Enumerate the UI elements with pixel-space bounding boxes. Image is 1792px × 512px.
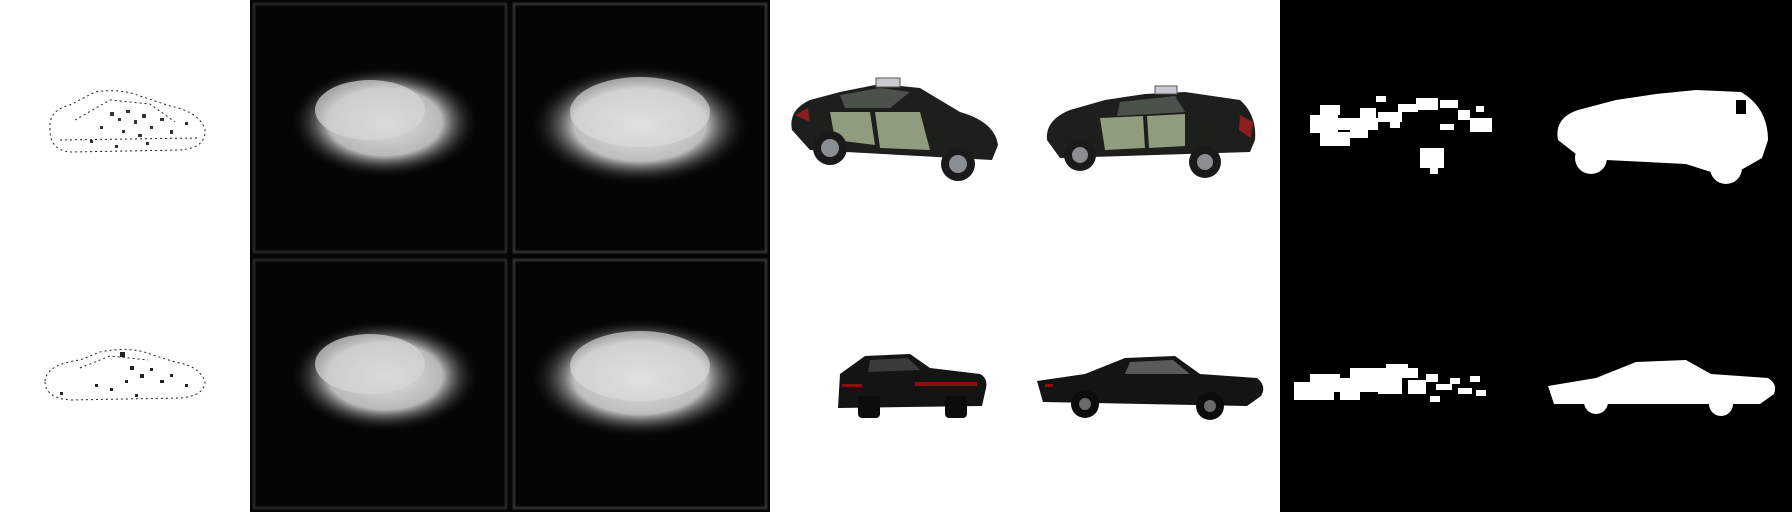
sparse-silhouette-icon: [44, 348, 206, 401]
heatmap-icon: [512, 2, 768, 254]
predicted-mask-row1: [1280, 0, 1536, 256]
ground-truth-mask-row1: [1536, 0, 1792, 256]
sparse-points-row1: [0, 0, 250, 256]
heatmap-icon: [252, 2, 508, 254]
sparse-points-row2: [0, 256, 250, 512]
wagon-icon: [791, 77, 998, 181]
mask-block: [1280, 0, 1792, 512]
heatmap-row1-b: [510, 0, 770, 256]
heatmap-icon: [252, 258, 508, 510]
render-row1-b: [1025, 0, 1280, 256]
wagon-icon: [1046, 85, 1256, 178]
ground-truth-mask-row2: [1536, 256, 1792, 512]
heatmap-row1-a: [250, 0, 510, 256]
render-row2-a: [770, 256, 1025, 512]
mask-icon: [1557, 90, 1768, 184]
heatmap-icon: [512, 258, 768, 510]
render-row1-a: [770, 0, 1025, 256]
mask-icon: [1294, 364, 1486, 402]
mask-icon: [1548, 360, 1776, 416]
heatmap-row2-a: [250, 256, 510, 512]
render-row2-b: [1025, 256, 1280, 512]
mask-icon: [1310, 96, 1492, 174]
predicted-mask-row2: [1280, 256, 1536, 512]
muscle-car-icon: [1037, 356, 1264, 420]
heatmap-row2-b: [510, 256, 770, 512]
muscle-car-icon: [838, 354, 987, 418]
sparse-silhouette-icon: [49, 90, 206, 153]
